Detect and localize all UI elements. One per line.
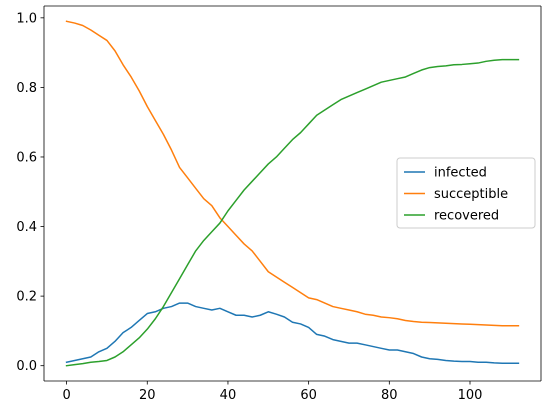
x-tick-label: 60 — [300, 388, 317, 403]
y-tick-label: 0.8 — [16, 81, 37, 96]
legend-box — [396, 157, 536, 229]
x-tick-label: 0 — [62, 388, 70, 403]
x-tick-label: 20 — [139, 388, 156, 403]
y-tick-label: 0.6 — [16, 150, 37, 165]
series-layer — [65, 20, 520, 367]
axes-layer: 0 20 40 60 80 100 0.0 0.2 0.4 0.6 0.8 1.0 — [16, 5, 542, 403]
y-tick-label: 1.0 — [16, 11, 37, 26]
legend: infected succeptible recovered — [396, 157, 536, 229]
legend-label-infected: infected — [434, 166, 487, 181]
y-tick-label: 0.0 — [16, 359, 37, 374]
legend-label-recovered: recovered — [434, 209, 499, 224]
x-tick-label: 100 — [458, 388, 483, 403]
y-tick-label: 0.2 — [16, 290, 37, 305]
legend-label-succeptible: succeptible — [434, 187, 508, 202]
series-line-succeptible — [65, 20, 520, 327]
series-line-infected — [65, 302, 520, 365]
series-line-recovered — [65, 58, 520, 367]
x-tick-label: 40 — [220, 388, 237, 403]
x-tick-label: 80 — [381, 388, 398, 403]
y-tick-label: 0.4 — [16, 220, 37, 235]
